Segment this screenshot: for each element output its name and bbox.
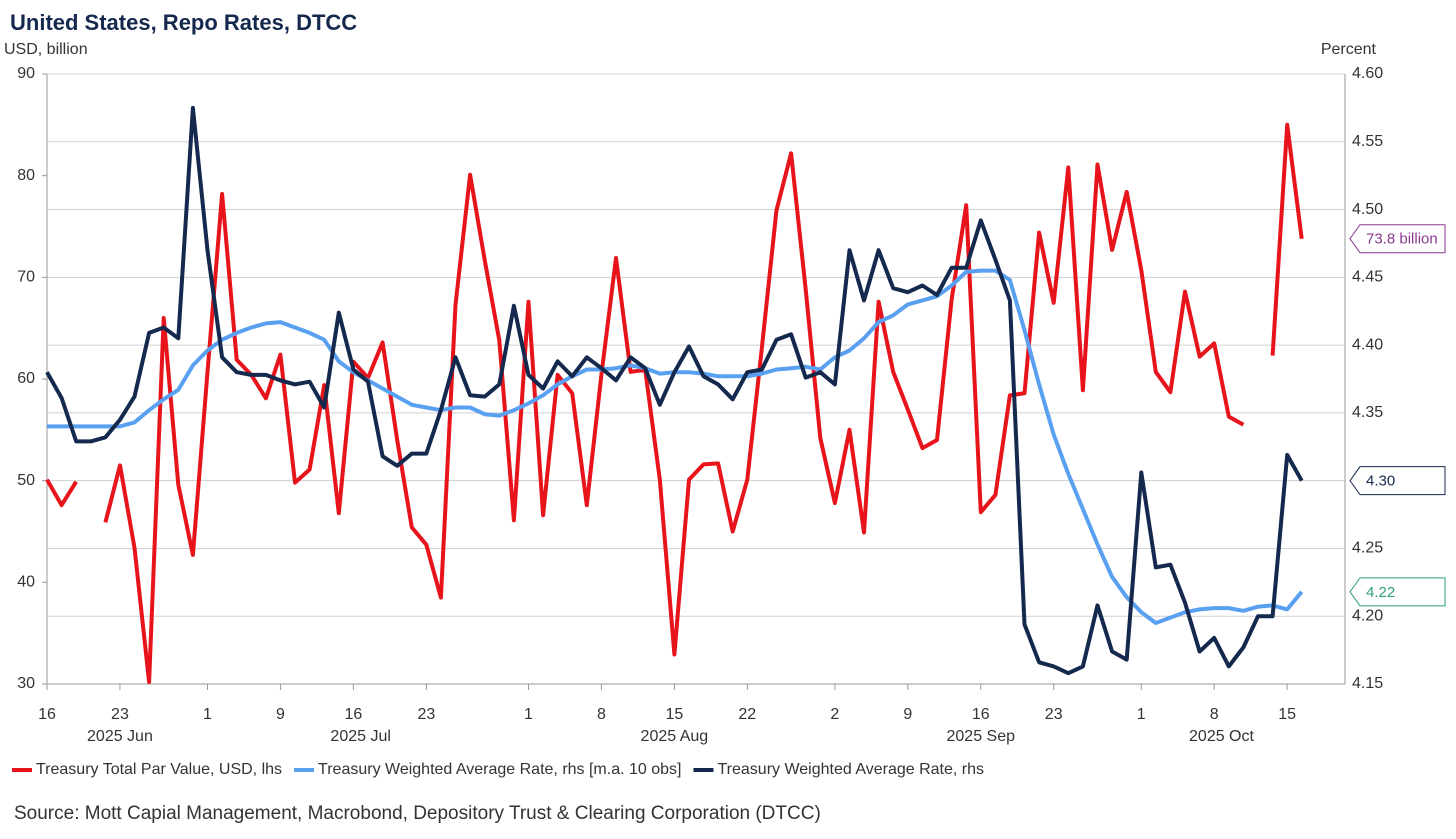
series-line	[45, 122, 1304, 684]
source: Source: Mott Capial Management, Macrobon…	[14, 803, 821, 824]
value-label: 4.22	[1366, 584, 1395, 601]
x-tick-label: 15	[1278, 706, 1296, 723]
x-tick-label: 16	[344, 706, 362, 723]
legend-label: Treasury Weighted Average Rate, rhs	[717, 761, 984, 778]
y2-tick-label: 4.40	[1352, 336, 1383, 353]
x-tick-label: 22	[738, 706, 756, 723]
y-tick-label: 70	[17, 269, 35, 286]
x-tick-label: 8	[597, 706, 606, 723]
month-label: 2025 Sep	[947, 728, 1016, 745]
y-axis-label: USD, billion	[4, 41, 88, 58]
y-tick-label: 50	[17, 472, 35, 489]
y-tick-label: 60	[17, 370, 35, 387]
x-tick-label: 9	[903, 706, 912, 723]
y2-tick-label: 4.20	[1352, 607, 1383, 624]
x-tick-label: 9	[276, 706, 285, 723]
value-label-box	[1349, 577, 1446, 607]
y2-tick-label: 4.35	[1352, 404, 1383, 421]
x-tick-label: 1	[1137, 706, 1146, 723]
y-tick-label: 90	[17, 65, 35, 82]
y-tick-label: 40	[17, 574, 35, 591]
x-tick-label: 2	[830, 706, 839, 723]
x-tick-label: 23	[417, 706, 435, 723]
value-label: 73.8 billion	[1366, 231, 1438, 248]
x-tick-label: 23	[111, 706, 129, 723]
month-label: 2025 Jul	[330, 728, 391, 745]
y-tick-label: 80	[17, 167, 35, 184]
y2-tick-label: 4.15	[1352, 675, 1383, 692]
y2-tick-label: 4.60	[1352, 65, 1383, 82]
value-label-box	[1349, 224, 1446, 254]
y-tick-label: 30	[17, 675, 35, 692]
y2-tick-label: 4.55	[1352, 133, 1383, 150]
month-label: 2025 Jun	[87, 728, 153, 745]
x-tick-label: 16	[38, 706, 56, 723]
x-tick-label: 8	[1210, 706, 1219, 723]
y2-axis-label: Percent	[1321, 41, 1377, 58]
value-label: 4.30	[1366, 473, 1395, 490]
month-label: 2025 Aug	[641, 728, 709, 745]
y2-tick-label: 4.25	[1352, 540, 1383, 557]
y2-tick-label: 4.45	[1352, 269, 1383, 286]
value-label-box	[1349, 466, 1446, 496]
y2-tick-label: 4.50	[1352, 201, 1383, 218]
chart-title: United States, Repo Rates, DTCC	[10, 10, 357, 35]
x-tick-label: 1	[524, 706, 533, 723]
legend-label: Treasury Total Par Value, USD, lhs	[36, 761, 282, 778]
x-tick-label: 16	[972, 706, 990, 723]
x-tick-label: 15	[665, 706, 683, 723]
legend-label: Treasury Weighted Average Rate, rhs [m.a…	[318, 761, 681, 778]
month-label: 2025 Oct	[1189, 728, 1254, 745]
x-tick-label: 23	[1045, 706, 1063, 723]
series-line	[45, 105, 1304, 676]
x-tick-label: 1	[203, 706, 212, 723]
